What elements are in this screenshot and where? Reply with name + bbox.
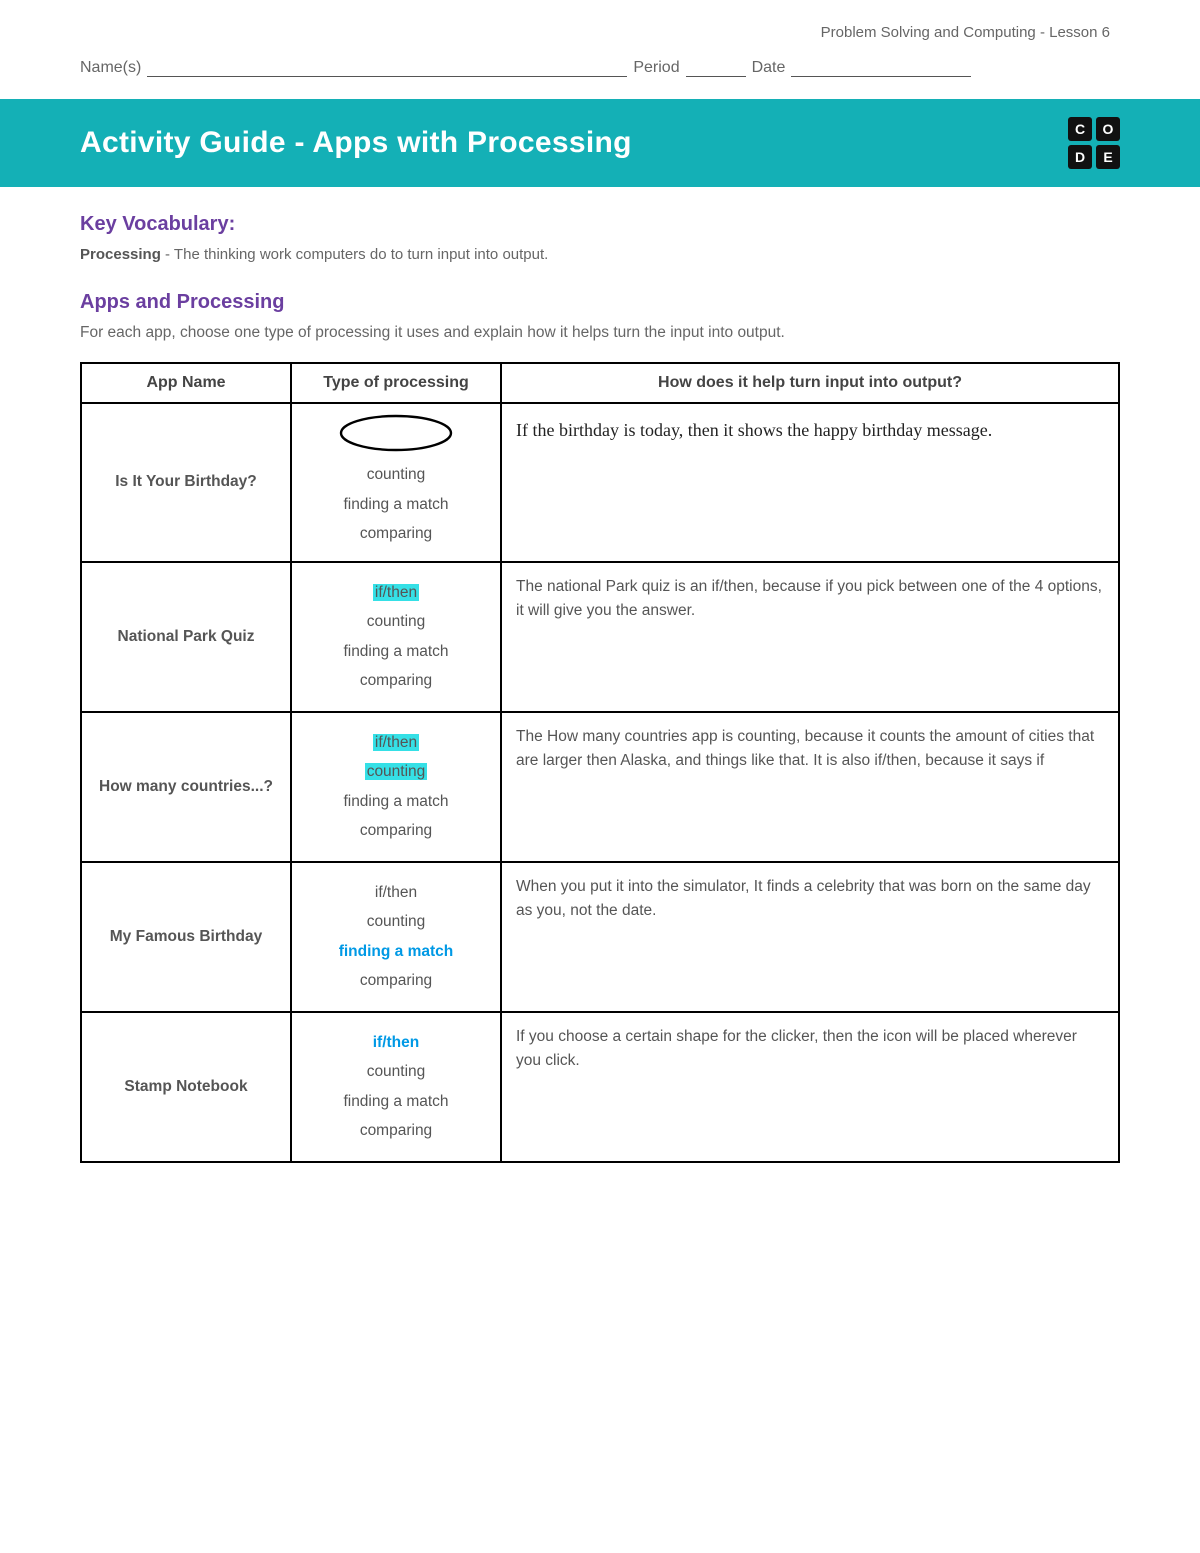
proc-option: counting	[306, 607, 486, 636]
processing-cell: if/then counting finding a match compari…	[291, 1012, 501, 1162]
answer-cell: The national Park quiz is an if/then, be…	[501, 562, 1119, 712]
vocab-heading: Key Vocabulary:	[80, 213, 1120, 236]
names-blank[interactable]	[147, 59, 627, 77]
page-root: Problem Solving and Computing - Lesson 6…	[0, 0, 1200, 1223]
period-label: Period	[633, 59, 679, 77]
answer-cell: If you choose a certain shape for the cl…	[501, 1012, 1119, 1162]
apps-table: App Name Type of processing How does it …	[80, 362, 1120, 1163]
proc-option-selected: if/then	[306, 1028, 486, 1057]
proc-option-selected: finding a match	[306, 937, 486, 966]
page-title: Activity Guide - Apps with Processing	[80, 126, 632, 160]
processing-cell: counting finding a match comparing	[291, 403, 501, 562]
highlighted-option: if/then	[373, 584, 419, 601]
section-intro: For each app, choose one type of process…	[80, 324, 1120, 342]
table-body: Is It Your Birthday? counting finding a …	[81, 403, 1119, 1162]
table-row: My Famous Birthday if/then counting find…	[81, 862, 1119, 1012]
proc-option: if/then	[306, 578, 486, 607]
names-label: Name(s)	[80, 59, 141, 77]
date-blank[interactable]	[791, 59, 971, 77]
proc-option: counting	[306, 757, 486, 786]
processing-options: if/then counting finding a match compari…	[306, 728, 486, 846]
name-period-date-row: Name(s) Period Date	[80, 59, 1120, 77]
app-name-cell: My Famous Birthday	[81, 862, 291, 1012]
proc-option: counting	[306, 1057, 486, 1086]
app-name-cell: Is It Your Birthday?	[81, 403, 291, 562]
logo-letter: E	[1096, 145, 1120, 169]
app-name-cell: How many countries...?	[81, 712, 291, 862]
logo-letter: D	[1068, 145, 1092, 169]
proc-option: comparing	[306, 666, 486, 695]
app-name-cell: National Park Quiz	[81, 562, 291, 712]
vocab-definition: - The thinking work computers do to turn…	[161, 246, 548, 263]
col-header-explanation: How does it help turn input into output?	[501, 363, 1119, 403]
proc-option: counting	[306, 460, 486, 489]
circled-blank-icon	[326, 416, 466, 456]
code-org-logo: C O D E	[1068, 117, 1120, 169]
col-header-processing: Type of processing	[291, 363, 501, 403]
col-header-app: App Name	[81, 363, 291, 403]
content-area: Key Vocabulary: Processing - The thinkin…	[0, 187, 1200, 1223]
vocab-term: Processing	[80, 246, 161, 263]
table-row: Stamp Notebook if/then counting finding …	[81, 1012, 1119, 1162]
answer-cell: The How many countries app is counting, …	[501, 712, 1119, 862]
period-blank[interactable]	[686, 59, 746, 77]
answer-cell: When you put it into the simulator, It f…	[501, 862, 1119, 1012]
logo-letter: C	[1068, 117, 1092, 141]
processing-options: if/then counting finding a match compari…	[306, 878, 486, 996]
processing-options: if/then counting finding a match compari…	[306, 1028, 486, 1146]
processing-options: counting finding a match comparing	[306, 416, 486, 549]
logo-letter: O	[1096, 117, 1120, 141]
processing-options: if/then counting finding a match compari…	[306, 578, 486, 696]
proc-option: finding a match	[306, 637, 486, 666]
proc-option: comparing	[306, 966, 486, 995]
proc-option: comparing	[306, 1116, 486, 1145]
proc-option: finding a match	[306, 490, 486, 519]
answer-text: If the birthday is today, then it shows …	[516, 416, 1104, 445]
app-name-cell: Stamp Notebook	[81, 1012, 291, 1162]
table-row: National Park Quiz if/then counting find…	[81, 562, 1119, 712]
table-row: Is It Your Birthday? counting finding a …	[81, 403, 1119, 562]
proc-option: if/then	[306, 728, 486, 757]
proc-option: finding a match	[306, 787, 486, 816]
lesson-label: Problem Solving and Computing - Lesson 6	[80, 24, 1120, 41]
answer-cell: If the birthday is today, then it shows …	[501, 403, 1119, 562]
table-row: How many countries...? if/then counting …	[81, 712, 1119, 862]
processing-cell: if/then counting finding a match compari…	[291, 712, 501, 862]
proc-option: finding a match	[306, 1087, 486, 1116]
proc-option: comparing	[306, 816, 486, 845]
highlighted-option: if/then	[373, 734, 419, 751]
highlighted-option: counting	[365, 763, 428, 780]
date-label: Date	[752, 59, 786, 77]
proc-option: counting	[306, 907, 486, 936]
vocab-definition-line: Processing - The thinking work computers…	[80, 246, 1120, 263]
processing-cell: if/then counting finding a match compari…	[291, 862, 501, 1012]
proc-option: if/then	[306, 878, 486, 907]
page-header: Problem Solving and Computing - Lesson 6…	[0, 0, 1200, 87]
proc-option: comparing	[306, 519, 486, 548]
apps-heading: Apps and Processing	[80, 291, 1120, 314]
title-banner: Activity Guide - Apps with Processing C …	[0, 99, 1200, 187]
table-header-row: App Name Type of processing How does it …	[81, 363, 1119, 403]
processing-cell: if/then counting finding a match compari…	[291, 562, 501, 712]
